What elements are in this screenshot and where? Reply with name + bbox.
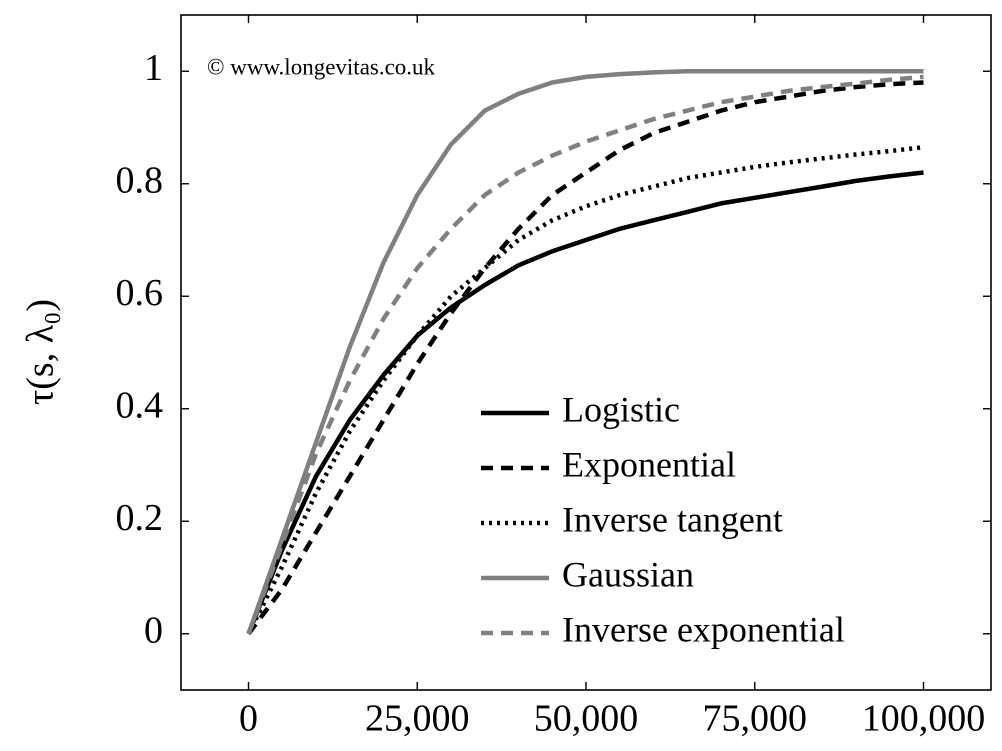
legend-label: Exponential <box>562 444 736 484</box>
x-tick-label: 25,000 <box>365 698 470 740</box>
y-tick-label: 0.8 <box>116 159 164 201</box>
y-tick-label: 0 <box>144 609 163 651</box>
legend-label: Gaussian <box>562 554 694 594</box>
series-line <box>246 170 924 635</box>
y-tick-label: 0.4 <box>116 384 164 426</box>
legend-label: Inverse exponential <box>562 609 845 649</box>
y-axis-label: τ(s, λ₀) <box>20 299 62 405</box>
series-line <box>246 74 924 635</box>
legend-label: Logistic <box>562 389 680 429</box>
y-tick-label: 0.6 <box>116 272 164 314</box>
legend-label: Inverse tangent <box>562 499 783 539</box>
x-tick-label: 75,000 <box>703 698 808 740</box>
x-tick-label: 50,000 <box>534 698 639 740</box>
annotation: © www.longevitas.co.uk <box>207 54 436 79</box>
x-tick-label: 0 <box>239 698 258 740</box>
y-tick-label: 1 <box>144 47 163 89</box>
series-line <box>246 80 924 636</box>
x-tick-label: 100,000 <box>862 698 986 740</box>
y-tick-label: 0.2 <box>116 497 164 539</box>
series-line <box>246 69 924 635</box>
